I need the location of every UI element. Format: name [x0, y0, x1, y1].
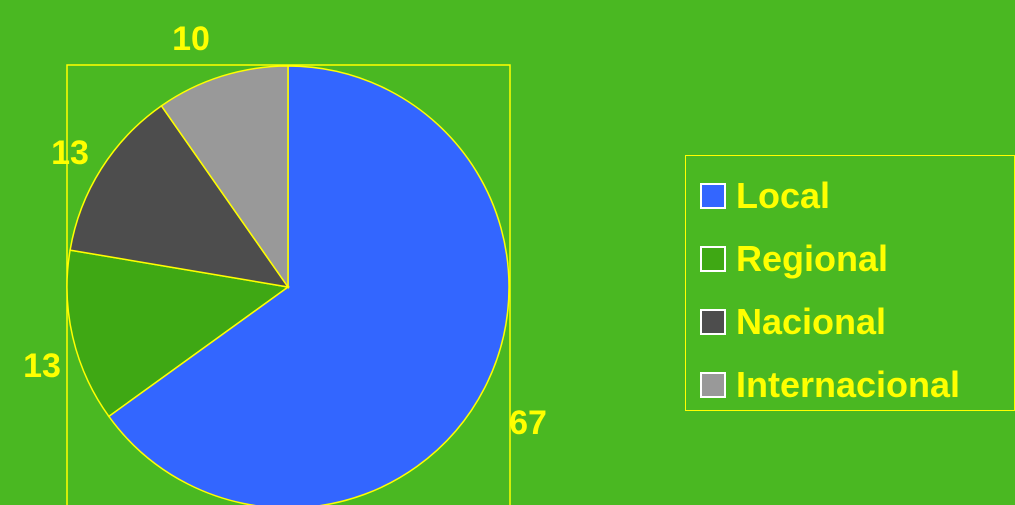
legend-item-local: Local: [700, 176, 830, 216]
legend-swatch-nacional: [700, 309, 726, 335]
data-labels: 67 13 13 10: [23, 20, 547, 442]
legend-swatch-local: [700, 183, 726, 209]
legend-label-regional: Regional: [736, 238, 889, 279]
legend-item-nacional: Nacional: [700, 302, 886, 342]
data-label-regional: 13: [23, 347, 61, 385]
legend-label-local: Local: [736, 175, 831, 216]
pie-slice-internacional: [160, 65, 289, 290]
legend-label-nacional: Nacional: [736, 301, 887, 342]
legend: Local Regional Nacional Internacional: [685, 155, 1015, 411]
pie-slice-regional: [66, 249, 290, 418]
data-label-nacional: 13: [51, 134, 89, 172]
legend-item-internacional: Internacional: [700, 365, 960, 405]
data-label-local: 67: [509, 404, 547, 442]
legend-swatch-regional: [700, 246, 726, 272]
legend-swatch-internacional: [700, 372, 726, 398]
legend-item-regional: Regional: [700, 239, 888, 279]
pie-slice-nacional: [69, 104, 290, 289]
pie-slices: [66, 65, 510, 505]
legend-label-internacional: Internacional: [736, 364, 961, 405]
data-label-internacional: 10: [172, 20, 210, 58]
pie-slice-local: [107, 65, 510, 505]
